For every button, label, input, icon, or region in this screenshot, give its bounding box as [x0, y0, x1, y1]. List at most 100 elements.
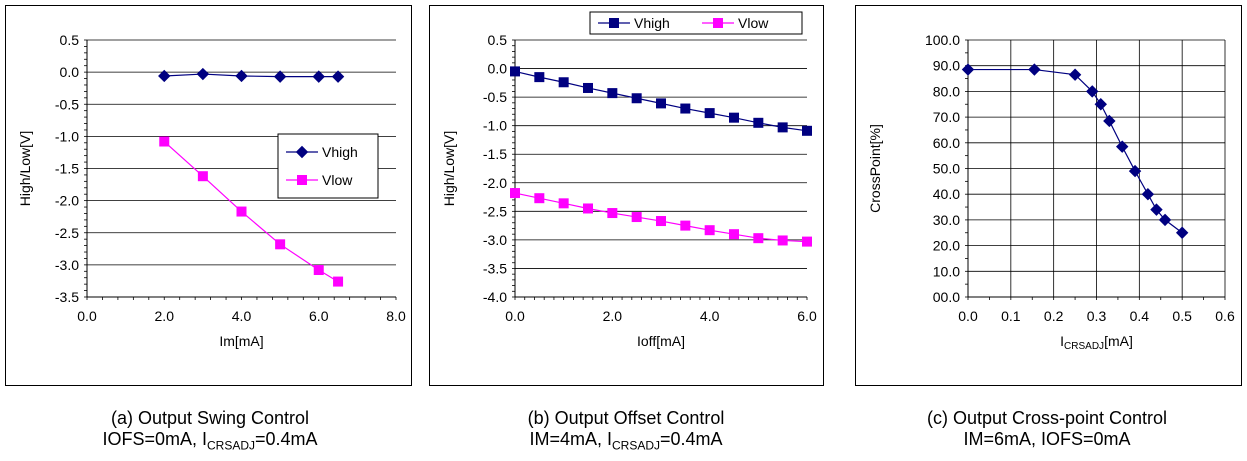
- chart-a-series-0-point: [158, 69, 171, 83]
- chart-b-legend-marker-1: [713, 18, 723, 28]
- chart-c-x-tick-label: 0.6: [1215, 308, 1235, 324]
- chart-b-x-tick-label: 6.0: [797, 308, 817, 324]
- chart-c-x-tick-label: 0.0: [958, 308, 978, 324]
- chart-b-series-1-point: [534, 193, 545, 204]
- chart-c-series-0-point: [1175, 226, 1189, 239]
- chart-a-x-tick-label: 0.0: [77, 308, 97, 324]
- chart-a-series-0-point: [273, 70, 287, 83]
- chart-b-series-1-point: [753, 233, 764, 244]
- chart-b-y-tick-label: -3.5: [483, 260, 507, 276]
- chart-b-y-tick-label: -0.5: [483, 89, 507, 105]
- chart-c-y-tick-label: 30.0: [933, 212, 960, 228]
- chart-a-x-axis-label: Im[mA]: [219, 333, 263, 349]
- chart-b-frame: 0.5 0.0 -0.5 -1.0 -1.5 -2.0 -2.5 -3.0 -3.5 -4.0 0.…: [429, 5, 824, 386]
- chart-a-series-1-point: [197, 171, 208, 182]
- chart-a-y-tick-label: -3.0: [55, 257, 79, 273]
- chart-a-y-tick-label: -2.5: [55, 225, 79, 241]
- chart-b-y-tick-label: 0.5: [488, 32, 508, 48]
- chart-b-series-1-point: [777, 235, 788, 246]
- chart-c-y-tick-label: 60.0: [933, 135, 960, 151]
- chart-b-y-tick-label: -3.0: [483, 232, 507, 248]
- chart-c-y-tick-label: 40.0: [933, 186, 960, 202]
- chart-c-x-tick-label: 0.3: [1087, 308, 1107, 324]
- chart-a-x-tick-label: 2.0: [155, 308, 175, 324]
- chart-b-y-tick-label: -2.5: [483, 203, 507, 219]
- chart-b-series-0-point: [510, 66, 520, 77]
- chart-b-series-1-point: [558, 198, 569, 209]
- chart-b-series-0-point: [631, 93, 642, 104]
- chart-b-series-1-point: [680, 220, 691, 231]
- chart-a-x-tick-label: 8.0: [386, 308, 406, 324]
- chart-a: 0.5 0.0 -0.5 -1.0 -1.5 -2.0 -2.5 -3.0 -3.5 0.0 2.0…: [17, 32, 406, 349]
- chart-a-series-1-point: [236, 206, 247, 217]
- chart-b-series-1-point: [704, 225, 715, 236]
- chart-c-series-0-point: [1141, 187, 1155, 201]
- chart-b-series-0-point: [704, 108, 715, 119]
- chart-b-series-0-point: [583, 82, 593, 93]
- chart-c-x-axis-label: ICRSADJ[mA]: [1060, 333, 1133, 352]
- chart-c-series-0-point: [1150, 203, 1163, 216]
- chart-b-series-0-point: [534, 72, 545, 83]
- chart-c-y-tick-label: 10.0: [933, 263, 960, 279]
- chart-c-series-0-point: [1158, 213, 1172, 227]
- chart-a-series-0-point: [312, 70, 325, 83]
- chart-b-legend-marker-0: [609, 18, 619, 28]
- chart-b-y-tick-label: -1.0: [483, 118, 507, 134]
- chart-a-x-tick-label: 4.0: [232, 308, 252, 324]
- caption-c: (c) Output Cross-point Control IM=6mA, I…: [897, 408, 1197, 450]
- chart-b-series-1-point: [510, 188, 520, 199]
- chart-b-x-axis-label: Ioff[mA]: [637, 333, 685, 349]
- chart-b-series-0-point: [777, 122, 788, 133]
- chart-b-legend-box: [589, 11, 803, 35]
- caption-a-title: (a) Output Swing Control: [110, 408, 310, 428]
- chart-b-series-1-point: [656, 216, 666, 227]
- chart-a-series-1-point: [313, 265, 324, 276]
- chart-b-series-0-point: [729, 112, 739, 123]
- chart-b-y-tick-label: -2.0: [483, 175, 507, 191]
- caption-b: (b) Output Offset Control IM=4mA, ICRSAD…: [476, 408, 776, 457]
- chart-a-y-tick-label: 0.0: [60, 64, 80, 80]
- chart-c-x-tick-label: 0.2: [1044, 308, 1064, 324]
- caption-a: (a) Output Swing Control IOFS=0mA, ICRSA…: [60, 408, 360, 457]
- chart-a-y-tick-label: -1.5: [55, 161, 79, 177]
- chart-a-y-axis-label: High/Low[V]: [17, 131, 33, 206]
- chart-b-series-0-point: [680, 103, 691, 114]
- chart-a-frame: 0.5 0.0 -0.5 -1.0 -1.5 -2.0 -2.5 -3.0 -3.5 0.0 2.0…: [5, 5, 412, 386]
- chart-c-y-tick-label: 80.0: [933, 83, 960, 99]
- chart-b-y-axis-label: High/Low[V]: [441, 131, 457, 206]
- chart-a-legend-marker-0: [295, 145, 309, 159]
- chart-b-series-0-point: [753, 117, 764, 128]
- chart-a-y-tick-label: 0.5: [60, 32, 80, 48]
- chart-b-series-0-point: [802, 125, 812, 136]
- chart-b-series-0-point: [607, 88, 618, 99]
- chart-b-legend-label-1: Vlow: [738, 15, 769, 31]
- chart-c-x-tick-label: 0.1: [1001, 308, 1021, 324]
- caption-b-conditions: IM=4mA, ICRSADJ=0.4mA: [529, 429, 723, 453]
- chart-a-y-tick-label: -1.0: [55, 128, 79, 144]
- chart-c-y-tick-label: 90.0: [933, 58, 960, 74]
- chart-a-series-0-point: [196, 67, 210, 81]
- chart-b-series-1-point: [631, 212, 642, 223]
- chart-c-y-tick-label: 70.0: [933, 109, 960, 125]
- chart-a-y-tick-label: -0.5: [55, 96, 79, 112]
- chart-a-series-0-point: [331, 70, 345, 83]
- chart-c-series-0-point: [1128, 164, 1142, 178]
- chart-b-y-tick-label: -1.5: [483, 146, 507, 162]
- chart-b-series-1-point: [802, 236, 812, 247]
- chart-c-series-0-point: [1115, 140, 1129, 153]
- chart-a-series-1-point: [275, 239, 286, 250]
- chart-b-series-0-point: [558, 77, 569, 88]
- chart-a-legend-label-0: Vhigh: [322, 144, 358, 160]
- chart-a-series-0-point: [235, 69, 248, 83]
- chart-c-series-0-point: [1028, 63, 1041, 76]
- chart-c-x-tick-label: 0.4: [1130, 308, 1150, 324]
- chart-c-frame: 100.0 90.0 80.0 70.0 60.0 50.0 40.0 30.0 20.0 10.…: [855, 5, 1242, 386]
- chart-c-y-axis-label: CrossPoint[%]: [867, 124, 883, 213]
- chart-a-series-1-point: [333, 276, 344, 287]
- chart-b-series-0-point: [656, 98, 666, 109]
- chart-c-series-0-point: [1068, 68, 1082, 81]
- chart-b-x-tick-label: 4.0: [700, 308, 720, 324]
- chart-b-x-tick-label: 2.0: [603, 308, 623, 324]
- chart-b-x-tick-label: 0.0: [505, 308, 525, 324]
- chart-b-series-1-point: [729, 229, 739, 240]
